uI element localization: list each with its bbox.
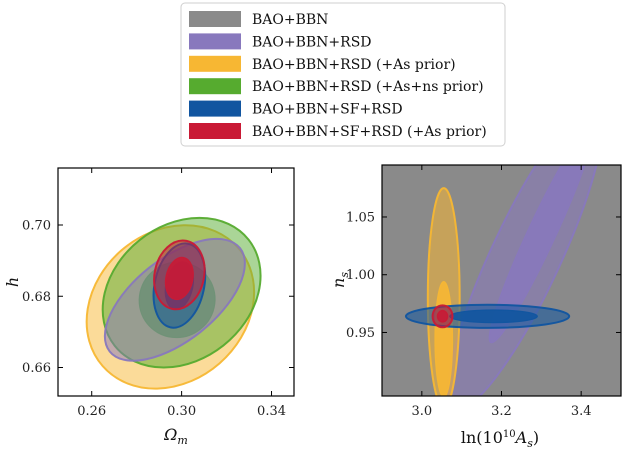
right-y-axis-label: ns	[329, 272, 351, 288]
right-y-tick-label: 0.95	[346, 326, 375, 341]
left-y-tick-label: 0.70	[22, 219, 51, 234]
right-x-tick-label: 3.4	[571, 404, 592, 419]
left-x-tick-label: 0.30	[167, 404, 196, 419]
left-panel: 0.26 0.30 0.34 0.66 0.68 0.70 Ωm h	[3, 167, 295, 447]
legend: BAO+BBN BAO+BBN+RSD BAO+BBN+RSD (+As prior…	[180, 2, 506, 147]
left-x-tick-label: 0.26	[77, 404, 106, 419]
right-x-axis-label: ln(1010As)	[461, 428, 539, 450]
legend-swatch-bao-bbn-rsd	[189, 33, 241, 50]
legend-swatch-bao-bbn	[189, 11, 241, 27]
right-y-tick-label: 1.00	[346, 268, 375, 283]
legend-label-bao-bbn-rsd: BAO+BBN+RSD	[252, 34, 372, 50]
right-x-tick-label: 3.2	[491, 404, 512, 419]
right-contour-bao-bbn-rsd-as-prior-1sigma	[434, 281, 454, 396]
legend-frame	[180, 2, 506, 147]
legend-swatch-bao-bbn-rsd-as-ns-prior	[189, 78, 241, 95]
right-contour-bao-bbn-rsd-1sigma	[488, 165, 594, 344]
legend-label-bao-bbn-sf-rsd-as-prior: BAO+BBN+SF+RSD (+As prior)	[252, 124, 487, 140]
left-contour-bao-bbn-sf-rsd-as-prior-1sigma	[164, 256, 194, 301]
left-axes-frame	[57, 167, 295, 397]
legend-swatch-bao-bbn-sf-rsd	[189, 100, 241, 117]
legend-swatch-bao-bbn-sf-rsd-as-prior	[189, 123, 241, 139]
legend-label-bao-bbn-rsd-as-prior: BAO+BBN+RSD (+As prior)	[252, 57, 456, 73]
left-x-tick-label: 0.34	[257, 404, 286, 419]
right-y-tick-label: 1.05	[346, 210, 375, 225]
legend-label-bao-bbn-sf-rsd: BAO+BBN+SF+RSD	[252, 102, 403, 118]
right-contour-bao-bbn-sf-rsd-1sigma	[449, 309, 538, 324]
left-x-axis-label: Ωm	[163, 425, 188, 447]
right-x-tick-label: 3.0	[411, 404, 432, 419]
left-y-tick-label: 0.68	[22, 290, 51, 305]
left-y-tick-label: 0.66	[22, 361, 51, 376]
legend-label-bao-bbn: BAO+BBN	[252, 12, 328, 28]
legend-swatch-bao-bbn-rsd-as-prior	[189, 55, 241, 72]
left-y-axis-label: h	[3, 277, 22, 287]
right-contour-bao-bbn-sf-rsd-as-prior-1sigma	[436, 309, 449, 323]
legend-label-bao-bbn-rsd-as-ns-prior: BAO+BBN+RSD (+As+ns prior)	[252, 79, 484, 95]
